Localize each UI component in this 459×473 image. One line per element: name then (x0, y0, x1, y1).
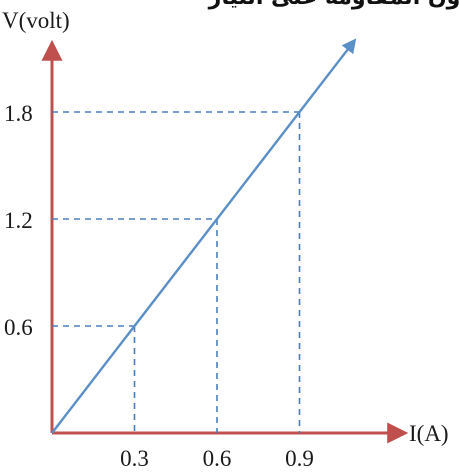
x-tick-label-0: 0.3 (120, 446, 149, 471)
x-tick-label-1: 0.6 (203, 446, 232, 471)
series-line-0 (51, 38, 357, 434)
x-axis-label: I(A) (409, 421, 449, 446)
y-tick-label-0: 0.6 (4, 315, 33, 340)
header-text: بدون المقاومة على التيار (208, 0, 459, 10)
y-tick-label-1: 1.2 (4, 208, 33, 233)
y-tick-label-2: 1.8 (4, 101, 33, 126)
guide-lines (52, 111, 301, 433)
series-group (51, 38, 357, 434)
y-axis-label: V(volt) (2, 8, 70, 33)
x-tick-label-2: 0.9 (285, 446, 314, 471)
tick-labels: 0.3 0.6 0.9 0.6 1.2 1.8 (4, 101, 314, 471)
